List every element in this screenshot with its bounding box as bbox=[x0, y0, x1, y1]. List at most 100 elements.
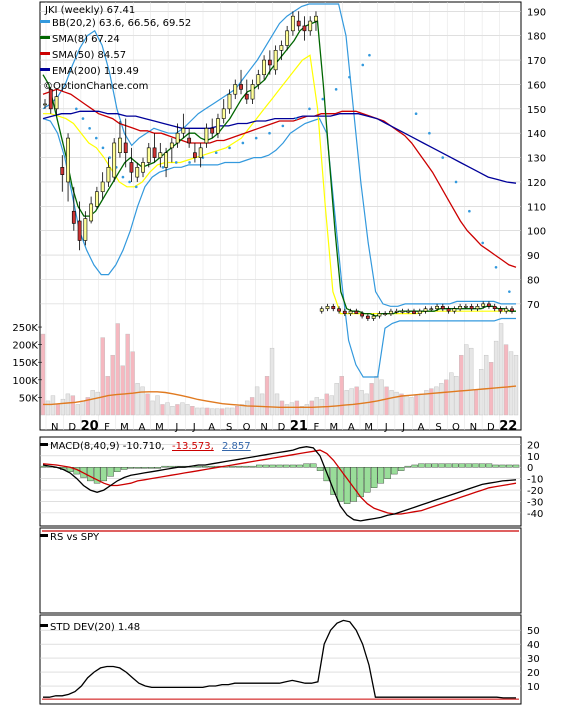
macd-tick-label: 10 bbox=[527, 452, 540, 463]
sar-dot bbox=[281, 124, 285, 128]
candle-body bbox=[181, 128, 186, 134]
candle-body bbox=[446, 308, 451, 312]
month-label: D bbox=[487, 422, 495, 433]
volume-bar bbox=[235, 406, 240, 416]
price-tick-label: 130 bbox=[527, 154, 546, 165]
stddev-y-axis: 10 20 30 40 50 bbox=[527, 626, 540, 693]
stddev-panel: 10 20 30 40 50 STD DEV(20) 1.48 bbox=[39, 614, 540, 705]
macd-histogram-bar bbox=[458, 463, 466, 468]
candle-body bbox=[135, 167, 140, 178]
volume-bar bbox=[75, 404, 81, 416]
candle-body bbox=[164, 152, 168, 168]
sar-dot bbox=[161, 166, 165, 169]
volume-bar bbox=[389, 390, 394, 416]
candle-body bbox=[129, 162, 134, 173]
sar-dot bbox=[254, 136, 258, 140]
legend-macd-value2: 2.857 bbox=[222, 441, 251, 452]
candle-body bbox=[233, 84, 238, 95]
candle-body bbox=[210, 128, 215, 134]
stddev-tick-label: 40 bbox=[527, 640, 540, 651]
macd-histogram-bar bbox=[479, 463, 486, 468]
legend-ticker: JKI (weekly) 67.41 bbox=[44, 5, 135, 16]
volume-bar bbox=[259, 393, 265, 416]
volume-bar bbox=[429, 388, 434, 416]
macd-histogram-bar bbox=[262, 464, 270, 468]
candle-body bbox=[371, 315, 376, 319]
candle-body bbox=[481, 303, 486, 307]
macd-histogram-bar bbox=[256, 464, 263, 468]
candle-body bbox=[83, 218, 88, 241]
candle-body bbox=[244, 93, 249, 100]
macd-tick-label: -40 bbox=[527, 509, 543, 520]
macd-tick-label: 20 bbox=[527, 440, 540, 451]
volume-bar bbox=[220, 408, 225, 416]
legend-bb: BB(20,2) 63.6, 66.56, 69.52 bbox=[52, 18, 191, 29]
volume-bar bbox=[513, 354, 519, 416]
volume-bar bbox=[483, 354, 489, 416]
volume-bar bbox=[45, 400, 51, 416]
volume-bar bbox=[85, 397, 90, 416]
volume-bar bbox=[65, 393, 71, 416]
volume-tick-label: 150K bbox=[12, 358, 38, 369]
macd-histogram-bar bbox=[168, 465, 175, 468]
volume-bar bbox=[379, 379, 384, 416]
macd-histogram-bar bbox=[472, 463, 479, 468]
candle-body bbox=[469, 306, 474, 310]
macd-histogram-bar bbox=[384, 467, 391, 479]
sar-dot bbox=[75, 107, 78, 111]
macd-tick-label: 0 bbox=[527, 463, 533, 474]
candle-body bbox=[43, 103, 47, 106]
macd-histogram-bar bbox=[452, 463, 459, 468]
macd-histogram-bar bbox=[100, 467, 107, 482]
price-plot-frame bbox=[39, 1, 522, 431]
macd-histogram-bar bbox=[485, 463, 493, 468]
legend-sma50-swatch bbox=[40, 52, 50, 55]
volume-bar bbox=[210, 408, 215, 416]
candle-body bbox=[267, 59, 272, 66]
volume-bar bbox=[384, 386, 389, 416]
candle-body bbox=[302, 25, 307, 32]
sar-dot bbox=[174, 161, 178, 164]
legend-ema200-swatch bbox=[40, 68, 50, 71]
macd-histogram-bar bbox=[283, 464, 290, 468]
stddev-line bbox=[42, 619, 519, 700]
volume-bar bbox=[60, 398, 66, 416]
volume-bar bbox=[185, 404, 190, 416]
stddev-line bbox=[43, 619, 516, 699]
volume-bar bbox=[369, 383, 374, 416]
candle-body bbox=[394, 310, 399, 313]
rs-plot-frame bbox=[39, 527, 522, 614]
volume-bar bbox=[130, 351, 135, 416]
bollinger-lower-line bbox=[42, 117, 516, 378]
volume-bar bbox=[215, 408, 220, 416]
volume-bar bbox=[200, 407, 205, 416]
sar-dot bbox=[308, 107, 311, 111]
sar-dot bbox=[81, 117, 85, 120]
sar-dot bbox=[128, 180, 131, 184]
volume-bar bbox=[409, 397, 414, 416]
candle-body bbox=[498, 308, 503, 312]
macd-histogram-bar bbox=[310, 463, 317, 468]
month-label: A bbox=[139, 422, 146, 433]
macd-histogram-bar bbox=[249, 465, 256, 468]
volume-bar bbox=[205, 407, 210, 416]
candle-body bbox=[94, 191, 99, 207]
candle-body bbox=[452, 308, 457, 312]
candle-body bbox=[308, 20, 313, 32]
sar-dot bbox=[508, 290, 511, 293]
candle-body bbox=[256, 74, 261, 85]
macd-histogram-bar bbox=[276, 464, 283, 468]
sar-dot bbox=[454, 180, 458, 184]
macd-histogram-bar bbox=[512, 464, 520, 468]
candle-body bbox=[279, 45, 284, 51]
volume-bar bbox=[80, 400, 85, 416]
month-label: O bbox=[243, 422, 251, 433]
candle-body bbox=[227, 93, 232, 110]
volume-bar bbox=[503, 344, 509, 416]
candle-body bbox=[273, 50, 278, 71]
month-label: D bbox=[68, 422, 76, 433]
price-tick-label: 180 bbox=[527, 32, 546, 43]
month-label: 20 bbox=[81, 419, 99, 434]
month-label: N bbox=[470, 422, 477, 433]
